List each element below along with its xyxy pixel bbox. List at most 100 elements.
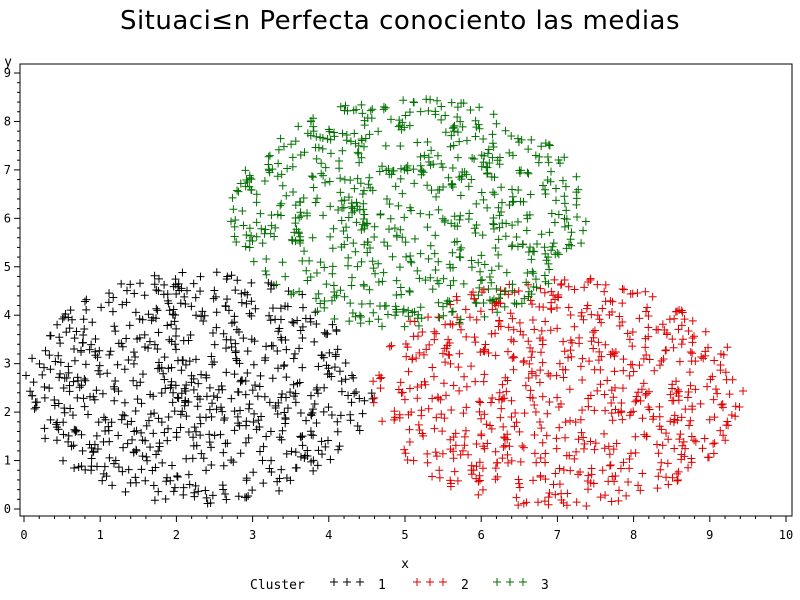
data-point (236, 406, 245, 415)
data-point (288, 317, 297, 326)
data-point (352, 388, 361, 397)
data-point (89, 447, 98, 456)
data-point (549, 239, 558, 248)
data-point (249, 257, 258, 266)
data-point (673, 476, 682, 485)
data-point (422, 345, 431, 354)
data-point (677, 413, 686, 422)
data-point (280, 408, 289, 417)
data-point (650, 366, 659, 375)
data-point (309, 431, 318, 440)
data-point (369, 264, 378, 273)
data-point (321, 163, 330, 172)
data-point (234, 187, 243, 196)
data-point (584, 471, 593, 480)
x-axis-title: x (401, 557, 409, 572)
data-point (187, 371, 196, 380)
data-point (350, 129, 359, 138)
data-point (528, 300, 537, 309)
data-point (227, 394, 236, 403)
data-point (460, 167, 469, 176)
data-point (306, 273, 315, 282)
data-point (291, 201, 300, 210)
data-point (400, 395, 409, 404)
data-point (321, 442, 330, 451)
data-point (118, 342, 127, 351)
data-point (330, 292, 339, 301)
data-point (97, 303, 106, 312)
data-point (170, 317, 179, 326)
data-point (210, 340, 219, 349)
data-point (370, 393, 379, 402)
data-point (207, 412, 216, 421)
data-point (320, 328, 329, 337)
data-point (687, 432, 696, 441)
data-point (482, 163, 491, 172)
data-point (357, 225, 366, 234)
data-point (291, 448, 300, 457)
data-point (219, 461, 228, 470)
data-point (369, 308, 378, 317)
data-point (332, 325, 341, 334)
data-point (325, 348, 334, 357)
data-point (656, 465, 665, 474)
data-point (163, 436, 172, 445)
data-point (278, 181, 287, 190)
data-point (565, 385, 574, 394)
data-point (317, 437, 326, 446)
data-point (66, 306, 75, 315)
data-point (208, 491, 217, 500)
data-point (202, 392, 211, 401)
data-point (540, 288, 549, 297)
data-point (325, 177, 334, 186)
data-point (212, 405, 221, 414)
data-point (53, 320, 62, 329)
data-point (353, 421, 362, 430)
data-point (710, 356, 719, 365)
data-point (515, 479, 524, 488)
data-point (306, 391, 315, 400)
data-point (470, 224, 479, 233)
data-point (601, 406, 610, 415)
data-point (521, 381, 530, 390)
data-point (312, 132, 321, 141)
data-point (686, 347, 695, 356)
data-point (278, 258, 287, 267)
data-point (318, 144, 327, 153)
data-point (316, 258, 325, 267)
data-point (138, 370, 147, 379)
data-point (239, 221, 248, 230)
data-point (427, 146, 436, 155)
data-point (490, 190, 499, 199)
data-point (154, 414, 163, 423)
data-point (453, 112, 462, 121)
data-point (360, 396, 369, 405)
data-point (265, 311, 274, 320)
data-point (536, 284, 545, 293)
data-point (492, 284, 501, 293)
data-point (350, 389, 359, 398)
data-point (109, 382, 118, 391)
data-point (567, 228, 576, 237)
data-point (282, 449, 291, 458)
data-point (132, 478, 141, 487)
data-point (78, 446, 87, 455)
data-point (505, 442, 514, 451)
data-point (60, 374, 69, 383)
data-point (691, 385, 700, 394)
data-point (291, 463, 300, 472)
data-point (445, 351, 454, 360)
data-point (522, 278, 531, 287)
x-tick-label: 10 (779, 528, 793, 542)
data-point (462, 332, 471, 341)
data-point (307, 410, 316, 419)
data-point (673, 385, 682, 394)
data-point (516, 457, 525, 466)
data-point (277, 465, 286, 474)
data-point (260, 392, 269, 401)
data-point (200, 311, 209, 320)
data-point (541, 185, 550, 194)
data-point (330, 315, 339, 324)
data-point (589, 479, 598, 488)
data-point (155, 274, 164, 283)
